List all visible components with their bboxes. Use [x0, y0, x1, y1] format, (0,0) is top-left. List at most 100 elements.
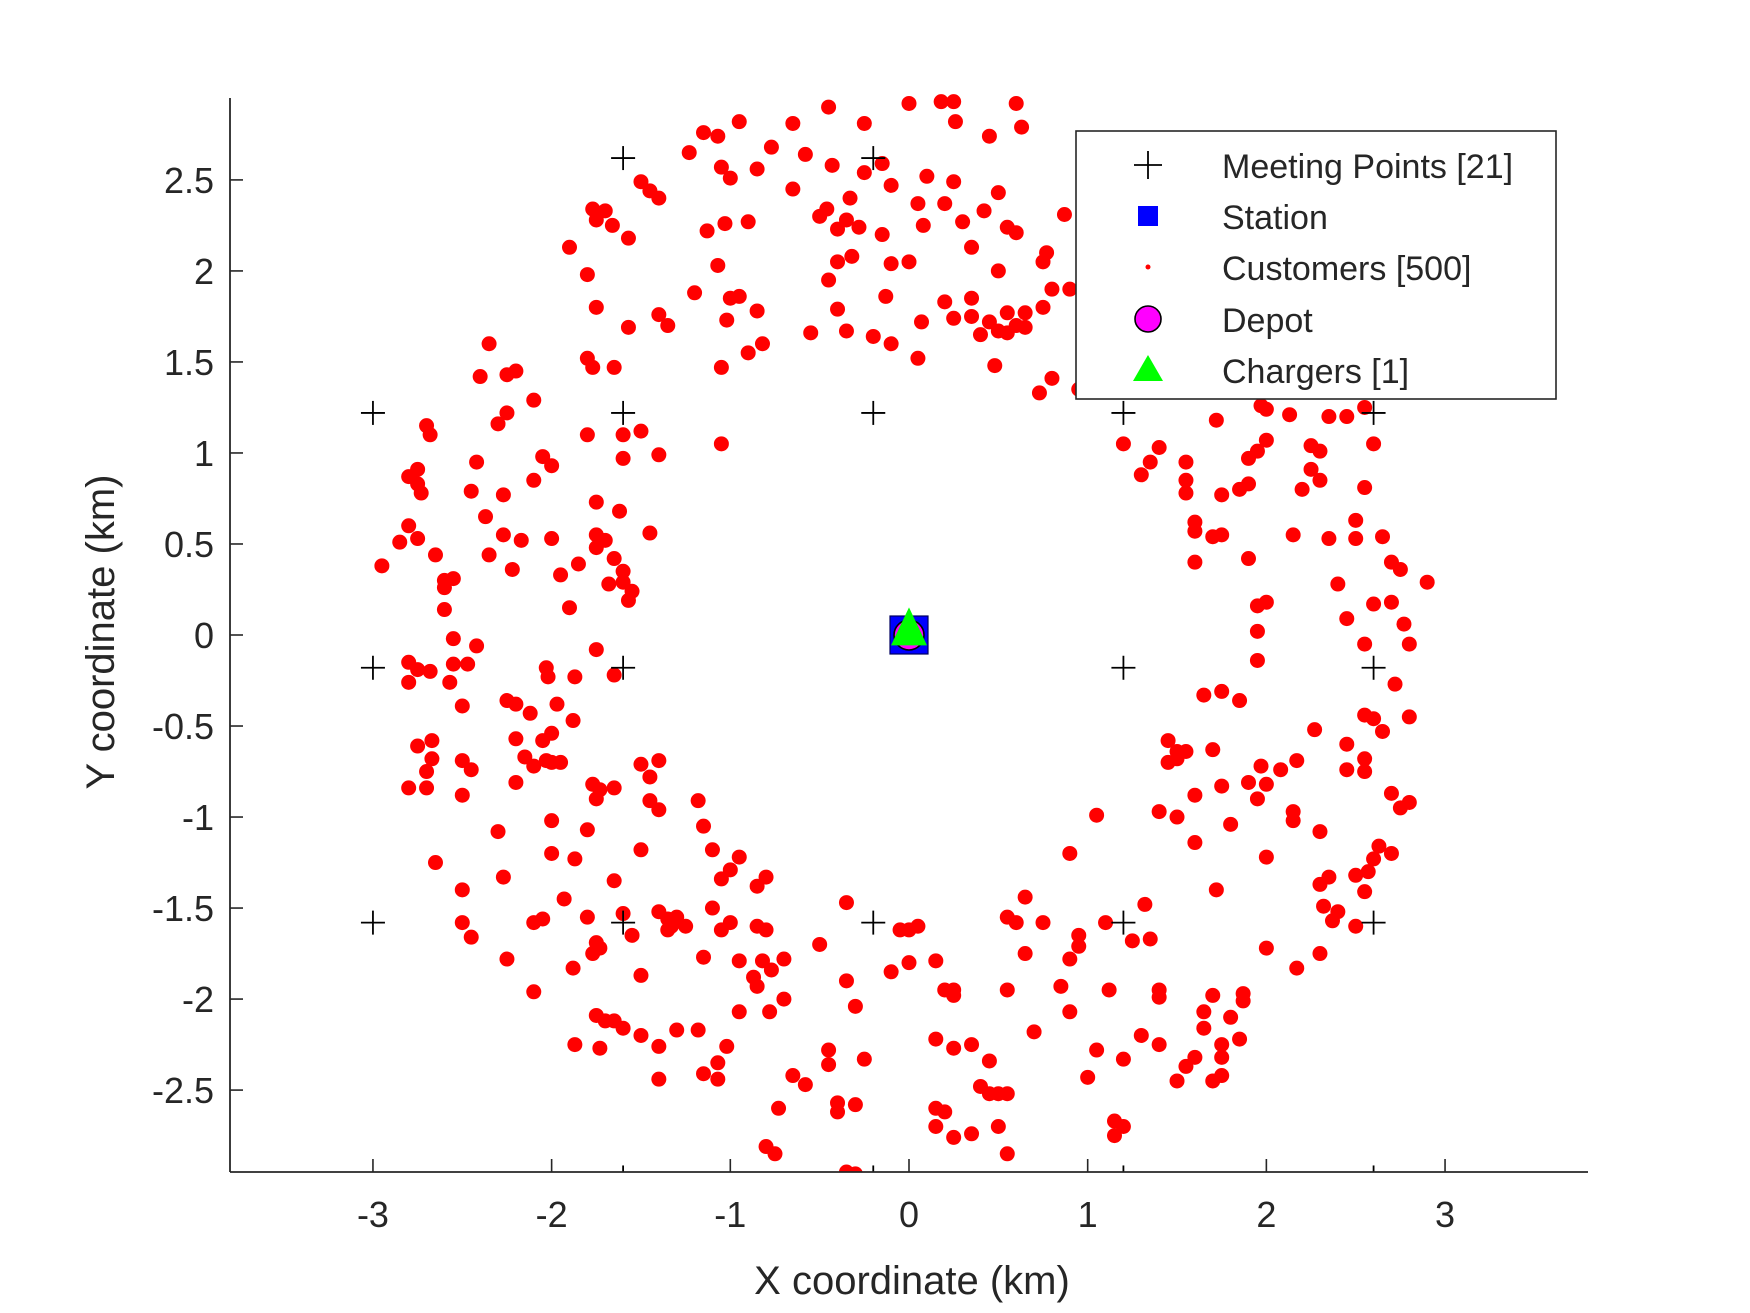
- meeting-point: [1361, 400, 1386, 425]
- customer-point: [1169, 1073, 1185, 1089]
- customer-point: [422, 427, 438, 443]
- legend-symbol-square-icon: [1138, 206, 1158, 226]
- customer-point: [1360, 864, 1376, 880]
- customer-point: [422, 663, 438, 679]
- customer-point: [588, 1007, 604, 1023]
- meeting-point: [1361, 655, 1386, 680]
- customer-point: [495, 487, 511, 503]
- customer-point: [1080, 1069, 1096, 1085]
- legend-label-customers: Customers [500]: [1222, 250, 1471, 288]
- legend-label-meeting-points: Meeting Points [21]: [1222, 148, 1513, 186]
- customer-point: [1115, 1051, 1131, 1067]
- customer-point: [878, 288, 894, 304]
- x-tick-label: -3: [357, 1194, 389, 1235]
- customer-point: [419, 764, 435, 780]
- customer-point: [1330, 576, 1346, 592]
- customer-point: [1017, 319, 1033, 335]
- customer-point: [964, 1037, 980, 1053]
- customer-point: [1151, 440, 1167, 456]
- customer-point: [763, 962, 779, 978]
- customer-point: [1101, 982, 1117, 998]
- customer-point: [567, 851, 583, 867]
- meeting-point: [360, 655, 385, 680]
- customer-point: [1289, 753, 1305, 769]
- customer-point: [964, 239, 980, 255]
- customer-point: [1307, 722, 1323, 738]
- customer-point: [1115, 1118, 1131, 1134]
- customer-point: [544, 845, 560, 861]
- customer-point: [1383, 785, 1399, 801]
- customer-point: [481, 547, 497, 563]
- customer-point: [722, 290, 738, 306]
- customer-point: [601, 576, 617, 592]
- customer-point: [579, 822, 595, 838]
- customer-point: [955, 214, 971, 230]
- customer-point: [1196, 1020, 1212, 1036]
- customer-point: [620, 319, 636, 335]
- meeting-point: [1361, 910, 1386, 935]
- customer-point: [1062, 1004, 1078, 1020]
- customer-point: [490, 824, 506, 840]
- legend-square: [1138, 206, 1158, 226]
- customer-point: [651, 1038, 667, 1054]
- meeting-point: [861, 146, 886, 171]
- customer-point: [1232, 481, 1248, 497]
- customer-point: [740, 345, 756, 361]
- customer-point: [981, 128, 997, 144]
- customer-point: [424, 751, 440, 767]
- legend-label-chargers: Chargers [1]: [1222, 353, 1409, 391]
- customer-point: [526, 984, 542, 1000]
- customer-point: [615, 450, 631, 466]
- customer-point: [847, 998, 863, 1014]
- customer-point: [1303, 461, 1319, 477]
- customer-point: [606, 359, 622, 375]
- customer-point: [436, 580, 452, 596]
- customer-point: [620, 230, 636, 246]
- customer-point: [588, 494, 604, 510]
- customer-point: [856, 1051, 872, 1067]
- meeting-point: [360, 910, 385, 935]
- customer-point: [999, 982, 1015, 998]
- customer-point: [1371, 838, 1387, 854]
- customer-point: [460, 656, 476, 672]
- customer-point: [1151, 804, 1167, 820]
- customer-point: [1169, 809, 1185, 825]
- customer-point: [919, 168, 935, 184]
- customer-point: [937, 196, 953, 212]
- legend: Meeting Points [21] Station Customers [5…: [1075, 130, 1557, 400]
- customer-point: [1321, 869, 1337, 885]
- customer-point: [1348, 918, 1364, 934]
- customer-point: [556, 891, 572, 907]
- customer-point: [499, 405, 515, 421]
- customer-point: [830, 1104, 846, 1120]
- customer-point: [513, 532, 529, 548]
- plot-area: -3 -2 -1 0 1 2 3 -2.5 -2 -1.5 -1 -0.5 0 0.5 1 1.5 2 2.5 X…: [79, 94, 1588, 1303]
- customer-point: [1258, 594, 1274, 610]
- legend-label-depot: Depot: [1222, 302, 1313, 340]
- customer-point: [1089, 1042, 1105, 1058]
- customer-point: [615, 563, 631, 579]
- customer-point: [797, 146, 813, 162]
- customer-point: [606, 551, 622, 567]
- customer-point: [1401, 636, 1417, 652]
- customer-point: [1366, 851, 1382, 867]
- customer-point: [1383, 554, 1399, 570]
- customer-point: [454, 698, 470, 714]
- customer-point: [1357, 884, 1373, 900]
- customer-point: [660, 318, 676, 334]
- customer-point: [579, 267, 595, 283]
- customer-point: [763, 139, 779, 155]
- customer-point: [1151, 989, 1167, 1005]
- customer-point: [1348, 867, 1364, 883]
- customer-point: [478, 509, 494, 525]
- customer-point: [1008, 95, 1024, 111]
- customer-point: [776, 991, 792, 1007]
- customer-point: [758, 869, 774, 885]
- customer-point: [469, 454, 485, 470]
- customer-point: [570, 556, 586, 572]
- customer-point: [1285, 527, 1301, 543]
- customer-point: [1008, 225, 1024, 241]
- customer-point: [1053, 978, 1069, 994]
- customer-point: [731, 953, 747, 969]
- customer-point: [812, 936, 828, 952]
